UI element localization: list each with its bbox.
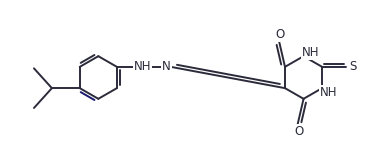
Text: NH: NH [302, 46, 319, 59]
Text: NH: NH [320, 86, 338, 99]
Text: O: O [275, 28, 285, 41]
Text: N: N [162, 60, 171, 73]
Text: NH: NH [134, 60, 152, 73]
Text: S: S [349, 60, 357, 73]
Text: O: O [294, 125, 303, 138]
